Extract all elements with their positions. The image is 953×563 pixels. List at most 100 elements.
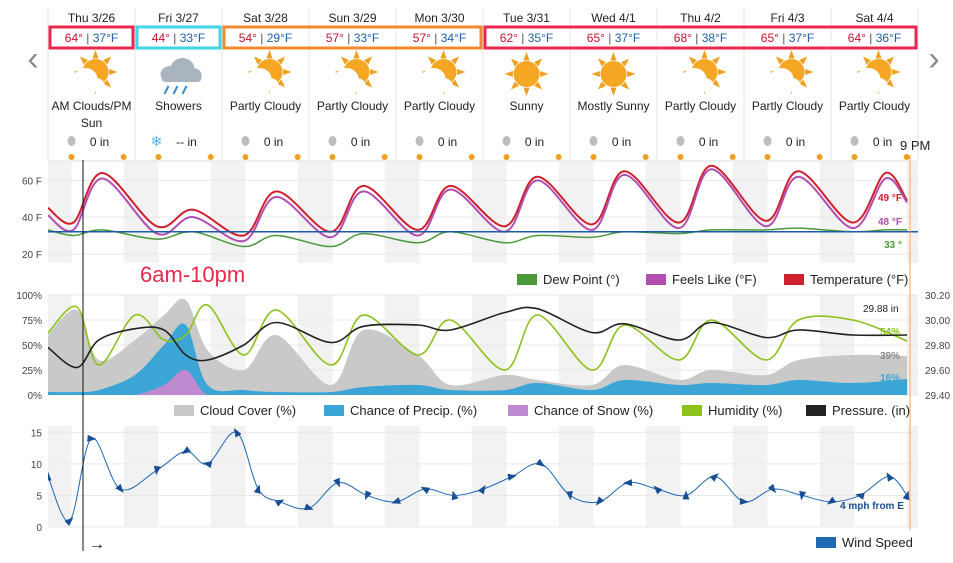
next-arrow-icon[interactable]: › xyxy=(928,40,939,78)
temp-hi-lo: 64° | 37°F xyxy=(65,31,118,45)
highlight-box xyxy=(48,25,135,50)
sunrise-icon xyxy=(851,154,858,160)
night-band xyxy=(744,426,768,527)
wind-direction-arrow xyxy=(274,499,285,507)
temp-hi-lo: 62° | 35°F xyxy=(500,31,553,45)
sun-ray xyxy=(718,68,727,76)
legend-swatch xyxy=(508,405,528,416)
night-band xyxy=(906,162,918,263)
wind-panel: 15 10 5 0 4 mph from E xyxy=(31,428,918,534)
wind-direction-arrow xyxy=(799,490,807,501)
sun-ray xyxy=(775,56,784,65)
rain-streak xyxy=(172,85,179,95)
condition-label: Partly Cloudy xyxy=(230,99,301,113)
wind-direction-arrow xyxy=(364,490,372,501)
precip-ytick-left: 0% xyxy=(28,391,43,402)
precip-end-label: 16% xyxy=(880,373,900,384)
sun-disc xyxy=(600,61,627,87)
sun-ray xyxy=(621,58,630,67)
sunset-icon xyxy=(642,154,649,160)
temp-lo: 33°F xyxy=(354,31,379,45)
sun-ray xyxy=(277,56,286,65)
wind-ytick: 5 xyxy=(36,491,42,502)
wind-direction-arrow xyxy=(623,479,633,487)
pressure-ytick-right: 29.40 xyxy=(925,391,950,402)
humidity-line xyxy=(48,304,908,371)
day-label: Sat 3/28 xyxy=(243,11,288,25)
sun-cloud-icon xyxy=(63,50,118,94)
wind-direction-arrow xyxy=(153,465,161,476)
sun-ray xyxy=(266,50,273,59)
day-column: Wed 4/1 65° | 37°F Mostly Sunny 0 in xyxy=(577,11,650,160)
prev-arrow-icon[interactable]: ‹ xyxy=(27,40,38,78)
sun-ray xyxy=(510,58,519,67)
sun-disc xyxy=(513,61,540,87)
sun-ray xyxy=(534,58,543,67)
legend-label: Chance of Snow (%) xyxy=(534,403,653,418)
wind-series xyxy=(48,428,910,526)
condition-label: Partly Cloudy xyxy=(839,99,910,113)
cloud-shape xyxy=(161,73,202,82)
highlight-box xyxy=(222,25,483,50)
temp-hi-lo: 65° | 37°F xyxy=(761,31,814,45)
sun-ray xyxy=(886,56,895,65)
precip-ytick-left: 100% xyxy=(16,291,42,302)
legend-label: Cloud Cover (%) xyxy=(200,403,296,418)
temp-hi: 64° xyxy=(848,31,866,45)
night-band xyxy=(645,162,657,263)
highlight-box xyxy=(135,25,222,50)
sun-ray xyxy=(510,81,519,90)
day-label: Fri 3/27 xyxy=(158,11,199,25)
sun-ray xyxy=(523,52,530,61)
temp-sep: | xyxy=(866,31,876,45)
sunset-icon xyxy=(207,154,214,160)
temp-end-label: 33 ° xyxy=(884,240,902,251)
highlight-boxes xyxy=(48,25,918,50)
precip-series xyxy=(48,298,908,395)
sun-ray xyxy=(103,79,112,88)
sun-ray xyxy=(712,79,721,88)
sun-ray xyxy=(788,50,795,59)
sun-ray xyxy=(504,70,513,78)
sun-cloud-icon xyxy=(759,50,814,94)
legend-label: Humidity (%) xyxy=(708,403,782,418)
precip-end-label: 39% xyxy=(880,351,900,362)
sun-ray xyxy=(353,50,360,59)
sunrise-icon xyxy=(242,154,249,160)
sunrise-icon xyxy=(68,154,75,160)
temp-sep: | xyxy=(605,31,615,45)
day-label: Sun 3/29 xyxy=(328,11,376,25)
precip-amount: 0 in xyxy=(873,135,892,149)
legend-swatch xyxy=(784,274,804,285)
day-column: Fri 4/3 65° | 37°F Partly Cloudy 0 in xyxy=(752,11,823,160)
wind-direction-arrow xyxy=(477,484,486,495)
temp-hi-lo: 54° | 29°F xyxy=(239,31,292,45)
sun-ray xyxy=(92,50,99,59)
temp-sep: | xyxy=(692,31,702,45)
temp-lo: 36°F xyxy=(876,31,901,45)
wind-direction-arrow xyxy=(253,484,261,494)
raindrop-icon xyxy=(67,136,76,146)
sunset-icon xyxy=(120,154,127,160)
sun-ray xyxy=(277,79,286,88)
rain-streak xyxy=(181,85,188,95)
sun-ray xyxy=(610,52,617,61)
temp-end-label: 49 °F xyxy=(878,193,902,204)
sun-ray xyxy=(340,56,349,65)
legend-swatch xyxy=(816,537,836,548)
temp-lo: 37°F xyxy=(93,31,118,45)
feels-like-line xyxy=(48,168,908,243)
raindrop-icon xyxy=(241,136,250,146)
legend-label: Temperature (°F) xyxy=(810,272,908,287)
sun-cloud-icon xyxy=(411,50,466,94)
temp-hi-lo: 57° | 33°F xyxy=(326,31,379,45)
wind-direction-arrow xyxy=(304,503,314,510)
night-band xyxy=(135,426,159,527)
raindrop-icon xyxy=(676,136,685,146)
night-band xyxy=(297,426,309,527)
wind-direction-arrow xyxy=(826,496,837,505)
precip-amount: 0 in xyxy=(699,135,718,149)
cloud-shape xyxy=(325,83,366,92)
pressure-ytick-right: 29.80 xyxy=(925,341,950,352)
